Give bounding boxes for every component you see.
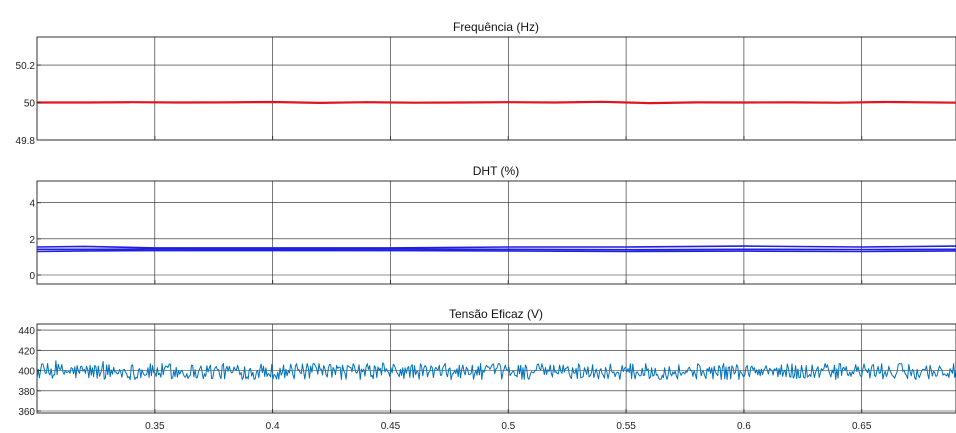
voltage-x-tick-label: 0.5 [501,421,515,432]
voltage-series-line [36,360,956,381]
voltage-y-tick-label: 380 [18,387,35,398]
frequency-panel: Frequência (Hz) 49.8 50 50.2 [16,20,956,147]
dht-y-tick-label: 0 [29,271,35,282]
voltage-x-tick-label: 0.65 [852,421,872,432]
dht-y-axis: 0 2 4 [29,199,41,282]
frequency-y-tick-label: 50.2 [16,61,36,72]
voltage-y-tick-label: 400 [18,367,35,378]
frequency-y-tick-label: 49.8 [16,136,36,147]
dht-plot-area [36,180,956,285]
voltage-series-group [36,360,956,381]
voltage-x-axis: 0.35 0.4 0.45 0.5 0.55 0.6 0.65 [145,409,872,432]
voltage-title: Tensão Eficaz (V) [449,307,543,321]
dht-title: DHT (%) [473,164,519,178]
dht-grid [37,181,956,284]
dht-y-tick-label: 4 [29,199,35,210]
dht-panel: DHT (%) 0 2 4 [29,164,956,285]
voltage-x-tick-label: 0.55 [616,421,636,432]
dht-y-tick-label: 2 [29,235,35,246]
frequency-plot-area [36,36,956,141]
voltage-x-tick-label: 0.4 [266,421,280,432]
voltage-y-tick-label: 420 [18,346,35,357]
voltage-x-tick-label: 0.45 [381,421,401,432]
dht-series-line [36,249,956,253]
frequency-y-axis: 49.8 50 50.2 [16,61,41,147]
frequency-series-group [37,100,956,105]
dht-x-axis [154,280,863,284]
frequency-title: Frequência (Hz) [453,20,539,34]
dht-series-line [37,248,956,251]
frequency-y-tick-label: 50 [24,99,36,110]
voltage-y-tick-label: 360 [18,407,35,418]
dht-series-group [36,245,956,253]
frequency-x-axis [154,136,863,140]
voltage-x-tick-label: 0.35 [145,421,165,432]
voltage-x-tick-label: 0.6 [737,421,751,432]
voltage-y-tick-label: 440 [18,326,35,337]
frequency-series-line [37,100,956,105]
voltage-y-axis: 360 380 400 420 440 [18,326,41,418]
dht-series-line [36,245,956,249]
